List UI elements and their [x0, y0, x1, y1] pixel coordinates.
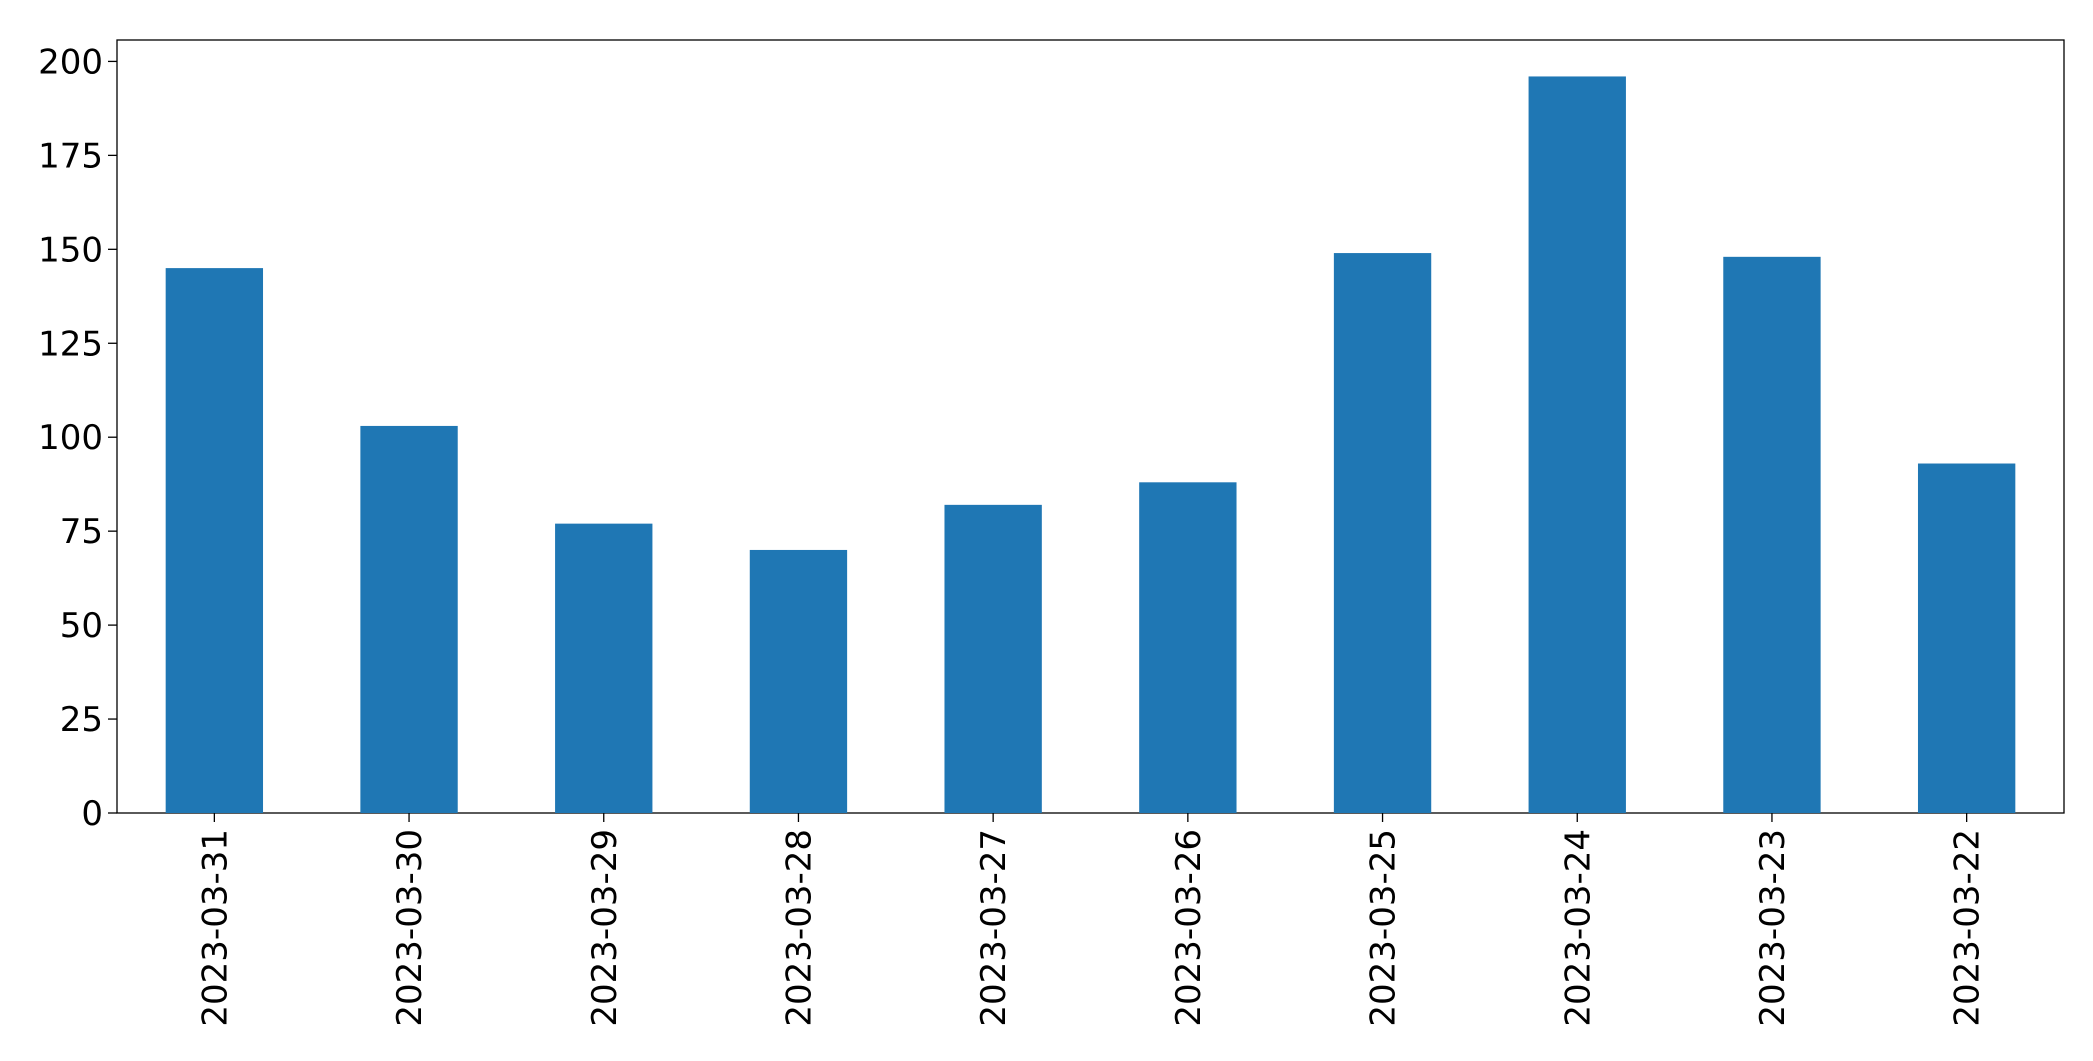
y-tick-label: 0 — [81, 794, 103, 834]
y-tick-label: 175 — [38, 136, 103, 176]
bar — [360, 425, 458, 813]
y-tick-label: 200 — [38, 42, 103, 82]
bar — [165, 268, 264, 814]
bar — [1723, 256, 1821, 813]
bar — [1528, 76, 1626, 813]
x-tick-label: 2023-03-30 — [390, 829, 430, 1027]
x-tick-label: 2023-03-24 — [1558, 829, 1598, 1027]
y-tick-label: 125 — [38, 324, 103, 364]
bar — [749, 549, 848, 813]
x-tick-label: 2023-03-25 — [1364, 829, 1404, 1027]
x-tick-label: 2023-03-23 — [1753, 829, 1793, 1027]
y-tick-label: 100 — [38, 418, 103, 458]
bar — [555, 523, 653, 813]
y-tick-label: 75 — [60, 512, 103, 552]
plot-frame — [116, 39, 2065, 814]
y-tick-label: 25 — [60, 700, 103, 740]
bar — [944, 504, 1042, 813]
bar — [1139, 482, 1237, 813]
x-tick-label: 2023-03-31 — [195, 829, 235, 1027]
x-tick-label: 2023-03-29 — [585, 829, 625, 1027]
y-tick-label: 50 — [60, 606, 103, 646]
x-tick-label: 2023-03-27 — [974, 829, 1014, 1027]
x-tick-label: 2023-03-28 — [779, 829, 819, 1027]
bar — [1917, 463, 2016, 813]
y-tick-label: 150 — [38, 230, 103, 270]
x-tick-label: 2023-03-26 — [1169, 829, 1209, 1027]
bar — [1333, 253, 1432, 813]
x-tick-label: 2023-03-22 — [1948, 829, 1988, 1027]
